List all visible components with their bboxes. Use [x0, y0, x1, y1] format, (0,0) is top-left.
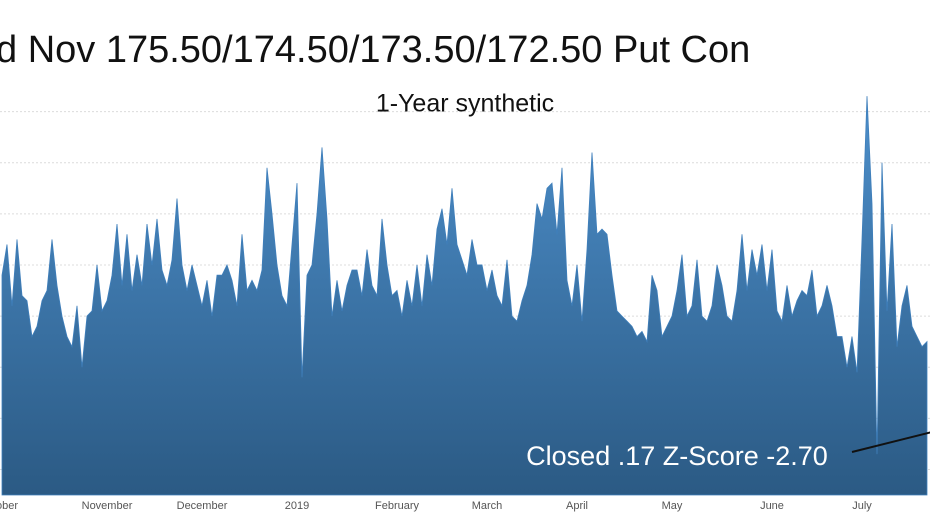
x-tick-label: February	[375, 500, 420, 512]
x-tick-label: April	[566, 500, 588, 512]
annotation-pointer	[851, 431, 930, 453]
chart-title: d Nov 175.50/174.50/173.50/172.50 Put Co…	[0, 29, 750, 71]
x-tick-label: ober	[0, 500, 18, 512]
x-tick-label: December	[177, 500, 228, 512]
annotation: Closed .17 Z-Score -2.70	[526, 441, 828, 471]
x-tick-label: November	[82, 500, 133, 512]
x-tick-label: March	[472, 500, 503, 512]
x-tick-label: 2019	[285, 500, 309, 512]
chart-subtitle: 1-Year synthetic	[376, 90, 554, 118]
x-tick-label: June	[760, 500, 784, 512]
x-tick-label: May	[662, 500, 683, 512]
area	[1, 96, 928, 496]
x-tick-label: July	[852, 500, 872, 512]
